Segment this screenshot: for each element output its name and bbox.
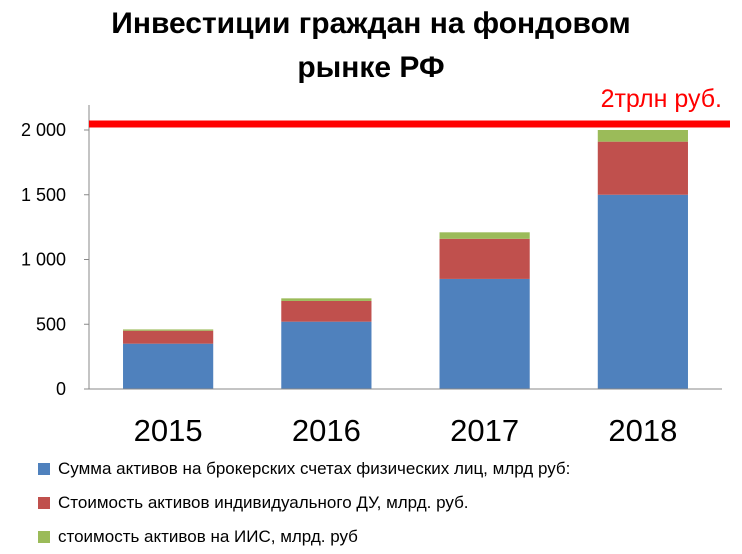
chart-title-line-1: Инвестиции граждан на фондовом <box>111 7 631 40</box>
legend-swatch <box>38 531 50 543</box>
y-tick-label: 0 <box>56 379 66 399</box>
x-tick-label-2016: 2016 <box>292 413 361 448</box>
legend-label: стоимость активов на ИИС, млрд. руб <box>58 527 358 546</box>
legend: Сумма активов на брокерских счетах физич… <box>38 452 570 554</box>
bar-segment-2016-series-2 <box>281 300 372 322</box>
legend-label: Сумма активов на брокерских счетах физич… <box>58 459 571 478</box>
bar-segment-2018-series-2 <box>597 141 688 195</box>
x-labels-layer: 2015 2016 2017 2018 <box>134 413 678 448</box>
reference-layer: 2трлн руб. <box>89 85 730 128</box>
bar-segment-2016-series-3 <box>281 298 372 301</box>
legend-swatch <box>38 497 50 509</box>
bar-segment-2017-series-2 <box>439 238 530 279</box>
legend-item-series-3: стоимость активов на ИИС, млрд. руб <box>38 520 570 554</box>
y-ticks-layer: 0 500 1 000 1 500 2 000 <box>21 120 89 399</box>
y-tick-label: 500 <box>36 314 66 334</box>
bar-segment-2018-series-3 <box>597 130 688 142</box>
legend-item-series-2: Стоимость активов индивидуального ДУ, мл… <box>38 486 570 520</box>
bar-segment-2016-series-1 <box>281 321 372 389</box>
legend-label: Стоимость активов индивидуального ДУ, мл… <box>58 493 469 512</box>
x-tick-label-2018: 2018 <box>608 413 677 448</box>
y-tick-label: 2 000 <box>21 120 66 140</box>
bar-segment-2015-series-1 <box>123 343 214 389</box>
bar-segment-2017-series-3 <box>439 232 530 239</box>
bars-layer <box>123 130 688 389</box>
chart-title-line-2: рынке РФ <box>297 51 445 84</box>
y-tick-label: 1 000 <box>21 250 66 270</box>
x-tick-label-2017: 2017 <box>450 413 519 448</box>
bar-segment-2015-series-3 <box>123 329 214 331</box>
bar-segment-2015-series-2 <box>123 330 214 344</box>
legend-swatch <box>38 463 50 475</box>
bar-segment-2018-series-1 <box>597 194 688 389</box>
reference-line-label: 2трлн руб. <box>601 85 722 113</box>
bar-segment-2017-series-1 <box>439 278 530 389</box>
x-tick-label-2015: 2015 <box>134 413 203 448</box>
y-tick-label: 1 500 <box>21 185 66 205</box>
legend-item-series-1: Сумма активов на брокерских счетах физич… <box>38 452 570 486</box>
